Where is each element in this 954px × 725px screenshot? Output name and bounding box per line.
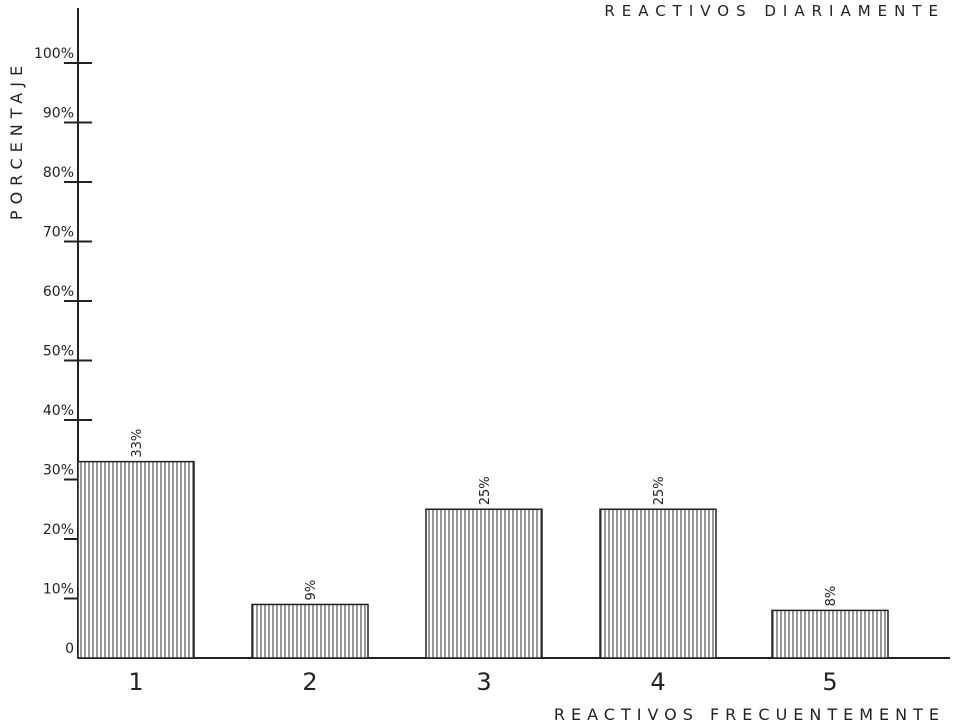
bar-5 bbox=[771, 609, 889, 659]
category-label-2: 2 bbox=[302, 668, 317, 696]
bar-2 bbox=[251, 603, 369, 659]
category-label-1: 1 bbox=[128, 668, 143, 696]
y-tick-label: 0 bbox=[65, 641, 74, 657]
x-axis-category-labels: 1 2 3 4 5 bbox=[128, 668, 837, 696]
data-label-1: 33% bbox=[130, 429, 145, 458]
chart-title: REACTIVOS DIARIAMENTE bbox=[604, 2, 945, 20]
y-tick-label: 100% bbox=[34, 46, 74, 62]
y-tick-label: 80% bbox=[43, 165, 74, 181]
bars-group bbox=[77, 460, 889, 659]
y-tick-label: 10% bbox=[43, 582, 74, 598]
category-label-3: 3 bbox=[476, 668, 491, 696]
data-label-4: 25% bbox=[652, 476, 667, 505]
y-tick-label: 70% bbox=[43, 225, 74, 241]
y-axis-ticks: 0 10% 20% 30% 40% 50% 60% 70% 80% 90% 100% bbox=[34, 46, 92, 657]
y-tick-label: 50% bbox=[43, 344, 74, 360]
data-labels-group: 33% 9% 25% 25% 8% bbox=[130, 429, 839, 607]
y-tick-label: 60% bbox=[43, 284, 74, 300]
y-axis-title: PORCENTAJE bbox=[7, 60, 26, 220]
data-label-2: 9% bbox=[304, 580, 319, 601]
bar-3 bbox=[425, 508, 543, 659]
category-label-4: 4 bbox=[650, 668, 665, 696]
category-label-5: 5 bbox=[822, 668, 837, 696]
x-axis-title: REACTIVOS FRECUENTEMENTE bbox=[554, 705, 945, 724]
bar-1 bbox=[77, 460, 195, 659]
data-label-5: 8% bbox=[824, 586, 839, 607]
y-tick-label: 30% bbox=[43, 463, 74, 479]
y-tick-label: 40% bbox=[43, 403, 74, 419]
bar-4 bbox=[599, 508, 717, 659]
y-tick-label: 90% bbox=[43, 106, 74, 122]
y-tick-label: 20% bbox=[43, 522, 74, 538]
data-label-3: 25% bbox=[478, 476, 493, 505]
